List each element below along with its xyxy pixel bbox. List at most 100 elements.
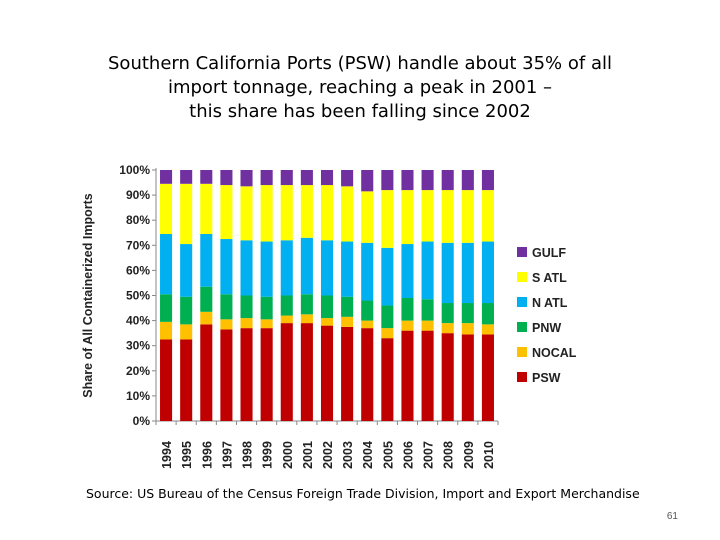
y-tick-label: 90% — [126, 188, 150, 202]
bar-segment-nocal-2008 — [441, 323, 454, 334]
bar-segment-gulf-2001 — [300, 170, 313, 186]
bar-segment-n-atl-2008 — [441, 242, 454, 304]
bar-segment-s-atl-1998 — [240, 186, 253, 241]
legend-label-psw: PSW — [532, 371, 561, 385]
bar-segment-s-atl-1997 — [220, 185, 233, 240]
bar-segment-pnw-2002 — [320, 295, 334, 319]
bar-segment-s-atl-2009 — [461, 190, 474, 243]
bar-segment-s-atl-2004 — [361, 191, 374, 243]
bar-segment-nocal-1994 — [160, 321, 173, 340]
bar-segment-n-atl-1996 — [200, 234, 213, 287]
x-tick-label: 2008 — [442, 441, 456, 469]
bar-segment-nocal-2007 — [421, 320, 434, 331]
bar-segment-s-atl-1996 — [200, 183, 213, 235]
bar-segment-nocal-1997 — [220, 319, 233, 330]
y-tick-label: 30% — [126, 339, 150, 353]
y-tick-label: 100% — [119, 163, 150, 177]
bar-segment-n-atl-1998 — [240, 240, 253, 296]
bar-segment-pnw-2000 — [280, 295, 293, 316]
bar-segment-nocal-2009 — [461, 323, 474, 335]
x-tick-label: 2010 — [482, 441, 496, 469]
bar-segment-pnw-2008 — [441, 303, 454, 324]
bar-segment-psw-2006 — [401, 330, 414, 421]
bar-segment-nocal-1995 — [180, 324, 193, 340]
bar-segment-pnw-2010 — [481, 303, 494, 325]
x-tick-label: 1998 — [241, 441, 255, 469]
bar-segment-n-atl-1999 — [260, 241, 273, 297]
bar-segment-n-atl-2007 — [421, 241, 434, 300]
legend-label-gulf: GULF — [532, 246, 566, 260]
bar-segment-gulf-2000 — [280, 170, 293, 186]
x-tick-label: 2001 — [301, 441, 315, 469]
bar-segment-s-atl-2001 — [300, 185, 313, 238]
bar-segment-s-atl-2005 — [381, 190, 394, 248]
bar-segment-gulf-2007 — [421, 170, 434, 191]
bar-segment-s-atl-1999 — [260, 185, 273, 242]
bar-segment-pnw-1995 — [180, 296, 193, 325]
x-tick-label: 1997 — [220, 441, 234, 469]
y-tick-label: 0% — [133, 414, 151, 428]
source-note: Source: US Bureau of the Census Foreign … — [86, 486, 640, 501]
slide-title-line-2: import tonnage, reaching a peak in 2001 … — [167, 77, 553, 98]
bar-segment-s-atl-2008 — [441, 190, 454, 243]
bar-segment-psw-2002 — [320, 325, 334, 421]
bar-segment-gulf-2004 — [361, 170, 374, 192]
bar-segment-n-atl-2001 — [300, 237, 313, 295]
legend-swatch-gulf — [517, 247, 527, 257]
y-tick-label: 40% — [126, 314, 150, 328]
bar-segment-gulf-1999 — [260, 170, 273, 186]
bar-segment-pnw-1998 — [240, 295, 253, 319]
x-tick-label: 2005 — [381, 441, 395, 469]
y-tick-label: 50% — [126, 289, 150, 303]
x-tick-label: 2004 — [361, 441, 375, 469]
bar-segment-n-atl-2010 — [481, 241, 494, 304]
bar-segment-psw-2008 — [441, 333, 454, 421]
bar-segment-s-atl-2003 — [341, 186, 354, 242]
bar-segment-n-atl-1997 — [220, 239, 233, 295]
bar-segment-nocal-1996 — [200, 311, 213, 325]
bar-segment-pnw-1994 — [160, 294, 173, 322]
bar-segment-gulf-1994 — [160, 170, 173, 184]
bar-segment-gulf-1997 — [220, 170, 233, 186]
bar-segment-gulf-2009 — [461, 170, 474, 191]
bar-segment-n-atl-2006 — [401, 244, 414, 299]
bar-segment-s-atl-2000 — [280, 185, 293, 241]
bar-segment-s-atl-1994 — [160, 183, 173, 235]
bar-segment-gulf-2010 — [481, 170, 494, 191]
y-tick-label: 70% — [126, 238, 150, 252]
y-tick-label: 60% — [126, 263, 150, 277]
bar-segment-pnw-2006 — [401, 298, 414, 321]
bar-segment-gulf-1995 — [180, 170, 193, 184]
bar-segment-nocal-1998 — [240, 318, 253, 329]
legend-label-s-atl: S ATL — [532, 271, 567, 285]
bar-segment-s-atl-2002 — [320, 185, 334, 241]
bar-segment-n-atl-2005 — [381, 247, 394, 306]
y-tick-label: 20% — [126, 364, 150, 378]
bar-segment-gulf-2003 — [341, 170, 354, 187]
bar-segment-s-atl-2010 — [481, 190, 494, 242]
bar-segment-pnw-1997 — [220, 294, 233, 320]
x-tick-label: 2006 — [401, 441, 415, 469]
bar-segment-gulf-2002 — [320, 170, 334, 186]
legend-swatch-s-atl — [517, 272, 527, 282]
bar-segment-nocal-2000 — [280, 315, 293, 324]
slide-title: Southern California Ports (PSW) handle a… — [60, 52, 660, 124]
bar-segment-gulf-1998 — [240, 170, 253, 187]
bar-segment-gulf-2008 — [441, 170, 454, 191]
bar-segment-pnw-2003 — [341, 296, 354, 317]
x-tick-label: 2007 — [422, 441, 436, 469]
x-tick-label: 2009 — [462, 441, 476, 469]
bar-segment-n-atl-2002 — [320, 240, 334, 296]
bar-segment-s-atl-2007 — [421, 190, 434, 242]
bar-segment-psw-1998 — [240, 328, 253, 421]
bar-segment-psw-1995 — [180, 339, 193, 421]
legend-label-n-atl: N ATL — [532, 296, 568, 310]
x-tick-label: 2002 — [321, 441, 335, 469]
bar-segment-n-atl-1994 — [160, 234, 173, 295]
bar-segment-psw-2007 — [421, 330, 434, 421]
bar-segment-psw-1996 — [200, 324, 213, 421]
bar-segment-psw-1999 — [260, 328, 273, 421]
y-tick-label: 10% — [126, 389, 150, 403]
y-axis-label: Share of All Containerized Imports — [81, 193, 95, 397]
bar-segment-nocal-2003 — [341, 316, 354, 327]
